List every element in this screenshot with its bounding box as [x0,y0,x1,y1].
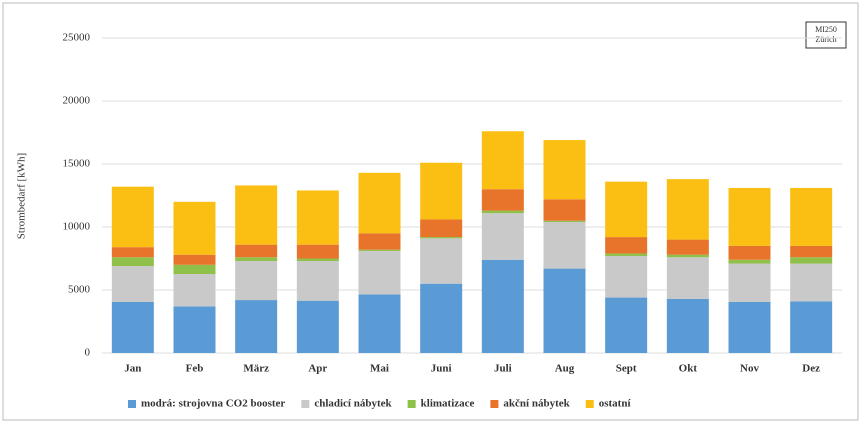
bar-segment [666,179,709,240]
bar-segment [235,300,278,353]
bar-segment [173,254,216,265]
bar-segment [728,187,771,246]
bar-segment [481,213,524,260]
bar-segment [605,181,648,238]
bar-segment [111,186,154,248]
bar-segment [111,247,154,258]
bar-segment [605,237,648,254]
bar-segment [296,300,339,353]
bar-segment [605,253,648,256]
bar-segment [605,255,648,298]
bar-segment [481,189,524,211]
bar-segment [543,220,586,222]
bar-segment [543,140,586,200]
bar-segment [111,301,154,353]
bar-segment [235,261,278,301]
x-tick-label: Nov [740,363,759,375]
bar-segment [358,172,401,234]
legend-label: akční nábytek [503,398,570,410]
bar-segment [296,258,339,262]
x-tick-label: Mai [370,363,389,375]
x-tick-label: Sept [616,363,637,375]
bar-segment [173,273,216,307]
bar-segment [235,244,278,258]
bar-segment [728,259,771,264]
bar-segment [790,245,833,258]
x-tick-label: Aug [555,363,575,375]
legend-swatch [585,400,594,408]
x-tick-label: Feb [186,363,204,375]
legend-swatch [490,400,499,408]
bar-segment [358,233,401,250]
bar-segment [173,264,216,274]
legend-label: ostatní [599,398,632,410]
bar-segment [358,250,401,295]
bar-segment [420,237,463,239]
x-tick-label: Juli [494,363,512,375]
y-axis-label: Strombedarf [kWh] [16,153,28,239]
bar-segment [666,257,709,299]
legend-label: klimatizace [421,398,475,410]
legend-swatch [128,400,136,408]
bar-segment [790,263,833,302]
x-tick-label: Okt [679,363,698,375]
bar-segment [790,301,833,353]
bar-segment [605,297,648,353]
bar-segment [543,268,586,353]
bar-segment [296,261,339,301]
bar-segment [543,221,586,269]
x-tick-label: Dez [802,363,820,375]
y-tick-label: 5000 [68,284,91,296]
bar-segment [790,187,833,246]
y-tick-label: 15000 [63,158,91,170]
annotation-box [805,21,847,49]
x-tick-label: Apr [308,363,327,375]
legend-swatch [301,400,310,408]
x-tick-label: Juni [431,363,452,375]
bar-segment [358,294,401,353]
bar-segment [666,239,709,255]
bar-segment [420,162,463,220]
annotation: Zürich [815,35,836,44]
bar-segment [235,185,278,245]
annotation: MI250 [815,25,837,34]
bar-segment [728,301,771,353]
bar-segment [173,306,216,353]
bar-segment [235,257,278,262]
bar-segment [111,257,154,267]
bar-segment [666,254,709,258]
legend-label: chladicí nábytek [314,398,392,410]
bar-segment [111,266,154,302]
bar-segment [543,199,586,221]
bar-segment [728,263,771,302]
bar-segment [173,201,216,255]
y-tick-label: 25000 [63,32,91,44]
y-tick-label: 10000 [63,221,91,233]
bar-segment [420,219,463,238]
bar-segment [296,244,339,259]
bar-segment [728,245,771,260]
bar-segment [420,283,463,353]
bar-segment [790,257,833,264]
y-tick-label: 20000 [63,95,91,107]
bar-segment [666,298,709,353]
x-tick-label: Jan [124,363,141,375]
bar-segment [481,259,524,353]
bar-segment [481,210,524,214]
bar-segment [481,131,524,190]
bar-segment [420,238,463,284]
x-tick-label: März [243,363,269,375]
y-tick-label: 0 [85,347,91,359]
legend-swatch [407,400,416,408]
bar-segment [296,190,339,245]
bar-segment [358,249,401,251]
legend-label: modrá: strojovna CO2 booster [141,398,285,410]
